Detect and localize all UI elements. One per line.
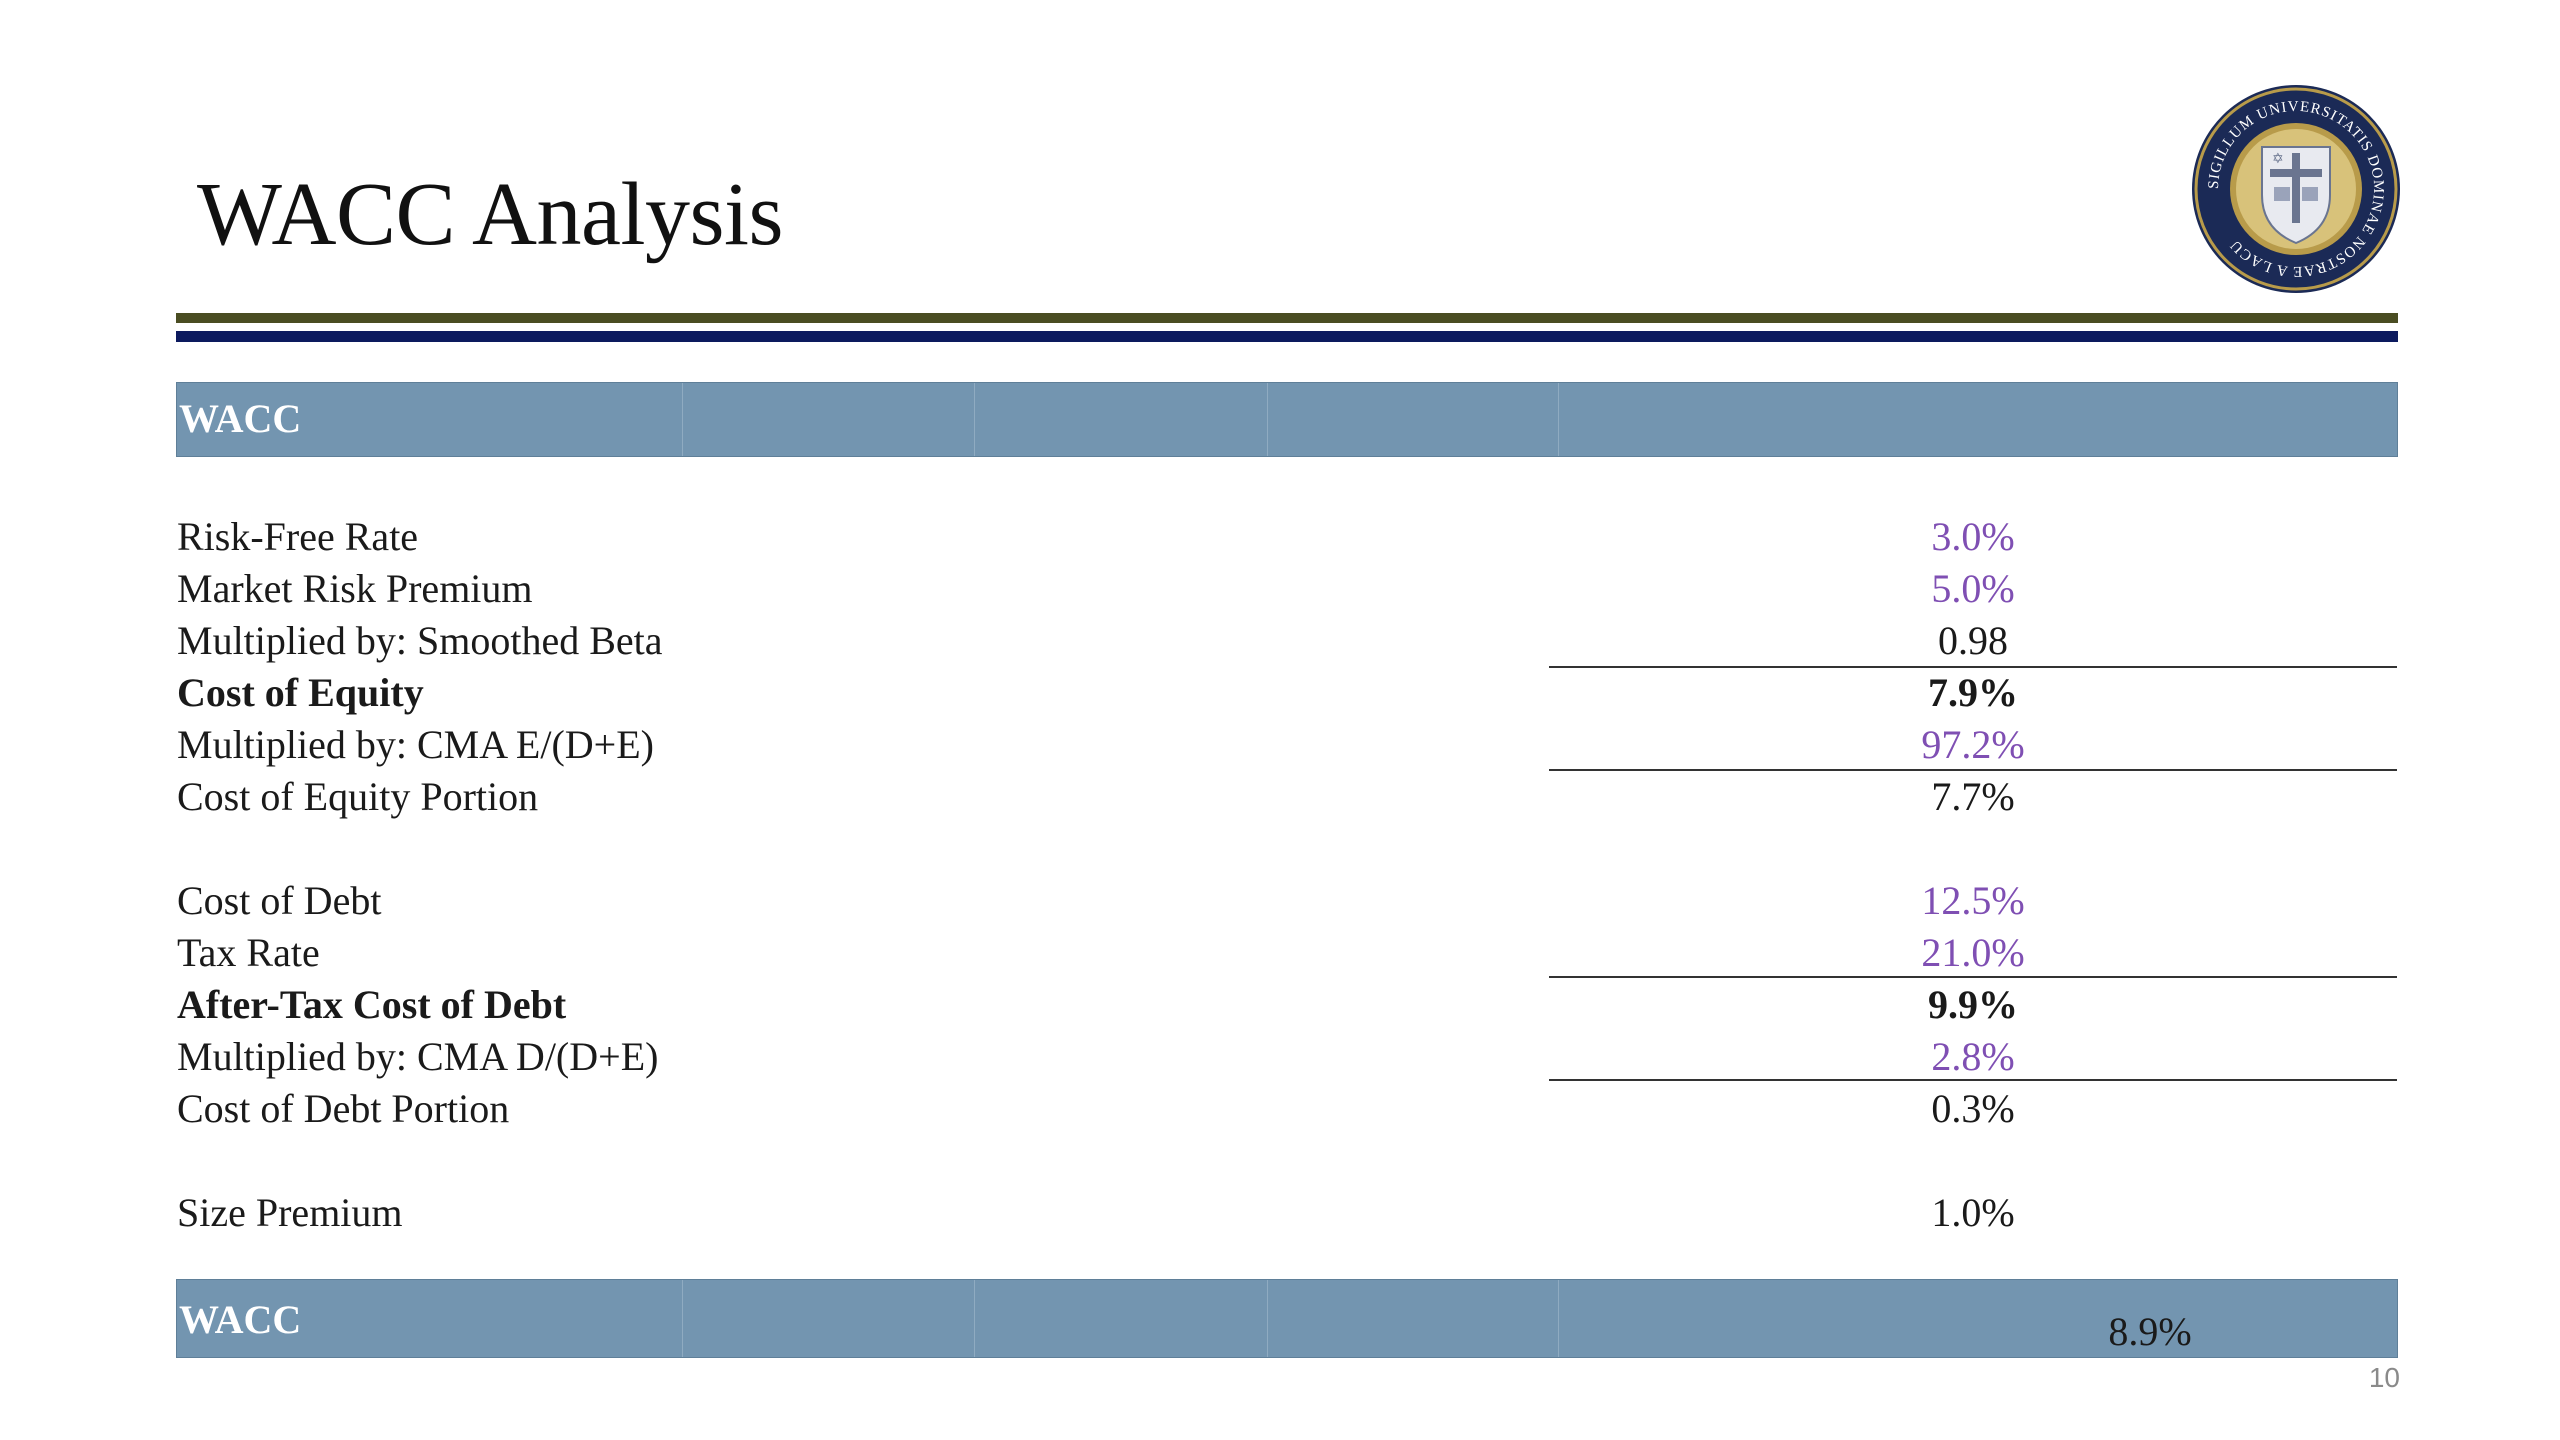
wacc-header-label: WACC (179, 396, 302, 441)
row-value: 5.0% (1931, 566, 2015, 611)
wacc-total-value: 8.9% (2108, 1309, 2192, 1354)
row-label: Multiplied by: Smoothed Beta (177, 618, 663, 663)
wacc-total-band: WACC 8.9% (176, 1279, 2398, 1358)
row-value: 97.2% (1921, 722, 2025, 767)
row-label: Risk-Free Rate (177, 514, 419, 559)
row-label: Tax Rate (177, 930, 320, 975)
subtotal-underline (1549, 1079, 2397, 1081)
table-row: After-Tax Cost of Debt 9.9% (0, 979, 2560, 1031)
university-seal-logo: SIGILLUM UNIVERSITATIS DOMINAE NOSTRAE A… (2192, 85, 2400, 293)
row-value: 7.7% (1931, 774, 2015, 819)
table-row: Cost of Equity 7.9% (0, 667, 2560, 719)
header-rule-olive (176, 313, 2398, 323)
row-label: Size Premium (177, 1190, 403, 1235)
row-value: 12.5% (1921, 878, 2025, 923)
row-value: 3.0% (1931, 514, 2015, 559)
table-row: Multiplied by: CMA D/(D+E) 2.8% (0, 1031, 2560, 1083)
row-value: 1.0% (1931, 1190, 2015, 1235)
row-label: Cost of Debt (177, 878, 382, 923)
row-label: After-Tax Cost of Debt (177, 982, 567, 1027)
table-row: Tax Rate 21.0% (0, 927, 2560, 979)
table-row: Multiplied by: Smoothed Beta 0.98 (0, 615, 2560, 667)
subtotal-underline (1549, 666, 2397, 668)
table-row: Cost of Debt Portion 0.3% (0, 1083, 2560, 1135)
row-value: 7.9% (1928, 670, 2018, 715)
row-value: 9.9% (1928, 982, 2018, 1027)
subtotal-underline (1549, 769, 2397, 771)
svg-text:✡: ✡ (2272, 151, 2284, 167)
row-value: 21.0% (1921, 930, 2025, 975)
row-label: Market Risk Premium (177, 566, 533, 611)
row-label: Multiplied by: CMA E/(D+E) (177, 722, 654, 767)
row-value: 0.98 (1938, 618, 2008, 663)
table-row: Cost of Debt 12.5% (0, 875, 2560, 927)
table-row: Market Risk Premium 5.0% (0, 563, 2560, 615)
row-value: 2.8% (1931, 1034, 2015, 1079)
row-label: Cost of Equity (177, 670, 424, 715)
table-row: Size Premium 1.0% (0, 1187, 2560, 1239)
page-title: WACC Analysis (197, 165, 784, 264)
row-label: Multiplied by: CMA D/(D+E) (177, 1034, 659, 1079)
table-row: Cost of Equity Portion 7.7% (0, 771, 2560, 823)
row-label: Cost of Debt Portion (177, 1086, 510, 1131)
wacc-header-band: WACC (176, 382, 2398, 457)
subtotal-underline (1549, 976, 2397, 978)
table-row: Risk-Free Rate 3.0% (0, 511, 2560, 563)
row-value: 0.3% (1931, 1086, 2015, 1131)
wacc-total-label: WACC (179, 1297, 302, 1342)
header-rule-navy (176, 331, 2398, 342)
table-row: Multiplied by: CMA E/(D+E) 97.2% (0, 719, 2560, 771)
page-number: 10 (2368, 1362, 2400, 1393)
row-label: Cost of Equity Portion (177, 774, 539, 819)
